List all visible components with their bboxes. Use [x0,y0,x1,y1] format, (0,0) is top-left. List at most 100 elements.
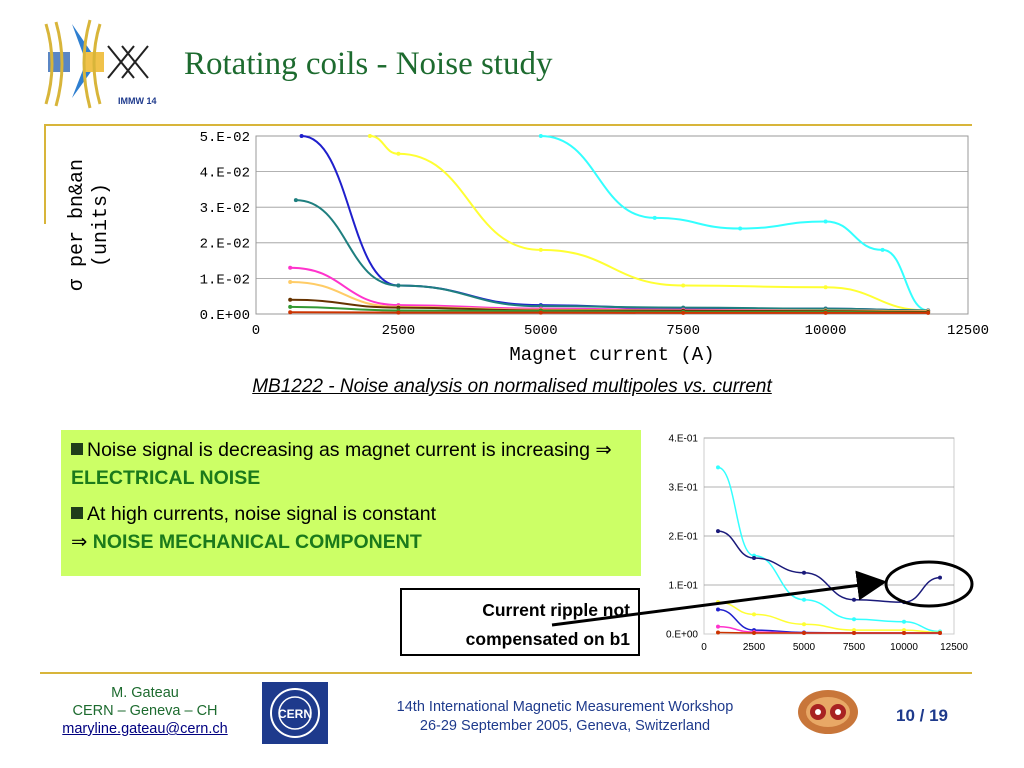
x-tick-label: 2500 [382,323,416,339]
x-axis-label: Magnet current (A) [509,344,714,366]
data-point [716,624,720,629]
data-point [752,631,756,636]
data-point [852,628,856,633]
y-tick-label: 2.E-02 [200,237,250,253]
data-point [938,631,942,636]
data-point [652,215,657,220]
data-point [293,198,298,203]
series-line-7 [290,305,929,314]
data-point [367,134,372,138]
page-title: Rotating coils - Noise study [184,46,553,82]
x-tick-label: 10000 [805,323,847,339]
logo-crosses [107,45,149,79]
x-tick-label: 2500 [743,642,766,653]
bullet-square-icon [71,443,83,455]
data-point [538,247,543,252]
x-tick-label: 12500 [940,642,968,653]
author-name: M. Gateau [111,685,179,701]
bullet2-arrow: ⇒ [71,531,93,553]
data-point [396,310,401,315]
immw-logo: IMMW 14 [44,19,157,109]
data-point [396,305,401,310]
data-point [288,265,293,270]
data-point [288,297,293,302]
bullet2-text: At high currents, noise signal is consta… [87,503,437,525]
bullet-square-icon [71,507,83,519]
callout-line-1: Current ripple not [482,600,630,620]
data-point [538,134,543,138]
data-point [802,631,806,636]
data-point [299,134,304,138]
data-point [852,631,856,636]
y-tick-label: 2.E-01 [669,532,699,543]
main-chart-caption: MB1222 - Noise analysis on normalised mu… [252,376,772,397]
data-point [716,465,720,470]
event-dates: 26-29 September 2005, Geneva, Switzerlan… [419,718,711,734]
data-point [396,283,401,288]
bullet1-highlight: ELECTRICAL NOISE [71,467,261,489]
data-point [852,597,856,602]
data-point [902,628,906,633]
data-point [902,600,906,605]
event-name: 14th International Magnetic Measurement … [396,699,734,715]
y-tick-label: 0.E+00 [666,630,698,641]
y-tick-label: 4.E-01 [669,434,699,445]
series-line-8 [290,311,929,314]
data-point [716,607,720,612]
y-tick-label: 4.E-02 [200,166,250,182]
callout-box: Current ripple not compensated on b1 [400,588,640,656]
data-point [802,570,806,575]
data-point [802,597,806,602]
data-point [752,612,756,617]
x-tick-label: 7500 [843,642,866,653]
data-point [681,310,686,315]
x-tick-label: 0 [701,642,707,653]
x-tick-label: 0 [252,323,260,339]
y-axis-label-line-1: σ per bn&an [66,159,89,291]
data-point [738,226,743,231]
data-point [716,529,720,534]
data-point [716,600,720,605]
footer-author: M. Gateau CERN – Geneva – CH maryline.ga… [40,684,250,738]
data-point [288,310,293,315]
logo-text: IMMW 14 [118,96,157,106]
y-tick-label: 5.E-02 [200,130,250,146]
data-point [288,304,293,309]
footer-event: 14th International Magnetic Measurement … [360,698,770,736]
main-noise-chart: 0.E+00 1.E-02 2.E-02 3.E-02 4.E-02 5.E-02 0 250… [66,130,989,366]
b1-noise-chart: 0.E+00 1.E-01 2.E-01 3.E-01 4.E-01 0 2500 5000 7… [666,434,968,654]
data-point [752,556,756,561]
x-tick-label: 5000 [793,642,816,653]
y-axis-label: σ per bn&an (units) [66,159,113,291]
header-rule-vertical [44,124,46,224]
data-point [938,575,942,580]
data-point [802,622,806,627]
logo-block-left [48,52,70,72]
y-axis-label-line-2: (units) [90,183,113,267]
y-tick-label: 1.E-01 [669,581,699,592]
header-rule [44,124,972,126]
data-point [288,279,293,284]
x-tick-label: 12500 [947,323,989,339]
author-email-link[interactable]: maryline.gateau@cern.ch [62,721,228,737]
data-point [926,310,931,315]
x-tick-label: 5000 [524,323,558,339]
footer-rule [40,672,972,674]
plot-area [255,135,969,315]
bullet1-text: Noise signal is decreasing as magnet cur… [87,439,612,461]
y-tick-label: 1.E-02 [200,272,250,288]
data-point [823,219,828,224]
data-point [396,151,401,156]
logo-curves [44,19,102,109]
data-point [823,310,828,315]
data-point [538,310,543,315]
series-line-0 [540,135,929,312]
bullet-mechanical-noise: At high currents, noise signal is consta… [71,500,631,556]
y-tick-label: 3.E-01 [669,483,699,494]
data-point [823,285,828,290]
data-point [716,630,720,635]
conclusions-box: Noise signal is decreasing as magnet cur… [61,430,641,576]
data-point [681,283,686,288]
data-point [902,619,906,624]
x-tick-label: 10000 [890,642,918,653]
